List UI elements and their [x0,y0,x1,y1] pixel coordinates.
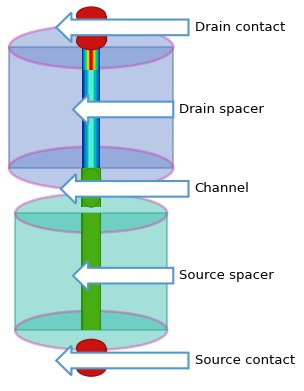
Polygon shape [84,213,98,330]
Text: Drain contact: Drain contact [195,21,285,34]
Polygon shape [56,13,188,42]
Polygon shape [82,47,100,70]
Polygon shape [84,168,98,207]
Polygon shape [89,47,93,70]
Ellipse shape [77,339,106,357]
Polygon shape [88,168,95,207]
Polygon shape [86,168,97,207]
Ellipse shape [15,194,167,233]
Polygon shape [9,47,173,168]
Polygon shape [89,47,94,70]
Polygon shape [84,47,98,70]
Polygon shape [85,47,97,168]
Polygon shape [84,168,98,207]
Polygon shape [77,348,106,368]
Polygon shape [87,47,96,168]
Polygon shape [82,47,100,168]
Ellipse shape [15,311,167,350]
Polygon shape [56,346,188,375]
Polygon shape [61,174,188,204]
Polygon shape [81,213,101,330]
Polygon shape [83,213,100,330]
Ellipse shape [9,147,173,190]
Polygon shape [84,213,98,330]
Ellipse shape [77,32,106,50]
Polygon shape [88,213,95,330]
Text: Source spacer: Source spacer [179,269,274,282]
Polygon shape [83,47,99,70]
Polygon shape [89,47,93,168]
Polygon shape [88,47,94,168]
Polygon shape [88,47,94,70]
Polygon shape [77,16,106,41]
Polygon shape [90,47,92,70]
Polygon shape [83,168,100,207]
Ellipse shape [9,25,173,68]
Polygon shape [83,168,100,207]
Polygon shape [84,47,99,168]
Polygon shape [81,168,101,207]
Text: Source contact: Source contact [195,354,295,367]
Polygon shape [87,47,95,70]
Ellipse shape [77,359,106,376]
Ellipse shape [77,7,106,24]
Polygon shape [86,47,96,70]
Polygon shape [86,213,97,330]
Polygon shape [86,213,97,330]
Text: Channel: Channel [195,182,250,196]
Polygon shape [83,213,100,330]
Text: Drain spacer: Drain spacer [179,103,264,116]
Polygon shape [73,261,173,291]
Polygon shape [85,47,97,70]
Polygon shape [86,168,97,207]
Polygon shape [73,95,173,124]
Polygon shape [15,213,167,330]
